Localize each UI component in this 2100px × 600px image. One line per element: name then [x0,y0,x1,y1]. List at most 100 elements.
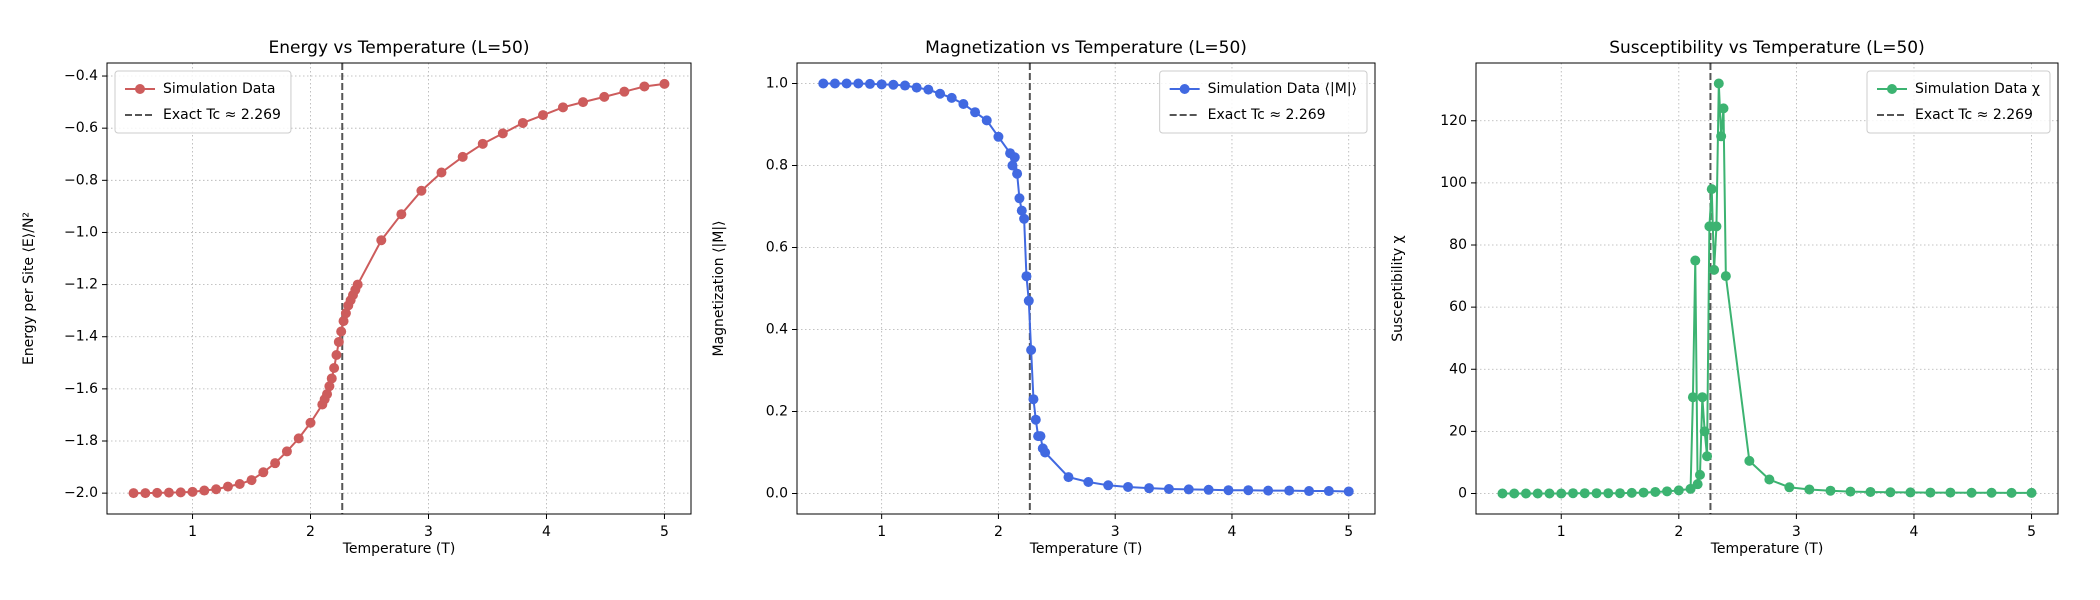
y-tick-label: −0.4 [64,68,98,84]
data-point [1012,168,1023,179]
data-point [958,99,969,109]
data-point [1925,487,1936,498]
x-tick-label: 2 [1674,524,1683,540]
data-point [1040,447,1051,458]
data-point [436,167,447,178]
y-tick-label: 80 [1449,237,1467,253]
legend-box [1159,70,1368,134]
data-point [818,78,829,89]
data-point [1009,152,1020,163]
data-point [1144,483,1155,494]
data-point [619,86,630,97]
data-point [352,279,363,290]
x-tick-label: 1 [1557,524,1566,540]
data-point [1718,103,1729,114]
data-point [1568,488,1578,499]
data-point [1579,488,1590,499]
data-point [1702,451,1713,462]
data-point [888,79,899,90]
data-point [1014,193,1025,204]
series-line [823,82,1349,493]
data-point [659,78,670,89]
data-point [900,80,911,91]
x-axis-label: Temperature (T) [1710,541,1824,557]
data-point [1711,221,1722,232]
data-point [322,389,333,400]
data-point [340,308,351,319]
data-point [336,326,347,337]
data-point [187,486,198,497]
x-axis-label: Temperature (T) [1029,541,1143,557]
legend-box [114,70,292,134]
x-tick-label: 5 [2027,524,2036,540]
data-point [1720,271,1731,282]
x-tick-label: 4 [1910,524,1919,540]
y-axis-label: Energy per Site ⟨E⟩/N² [21,212,37,365]
data-point [396,209,407,220]
data-point [211,484,222,495]
data-point [293,433,304,444]
data-point [1007,160,1018,171]
data-point [1626,487,1637,498]
data-point [333,336,344,347]
data-point [1690,255,1701,266]
y-tick-label: −1.4 [64,329,98,345]
data-point [1699,426,1710,437]
y-tick-label: 1.0 [766,76,788,92]
y-tick-label: −1.8 [64,433,98,449]
data-point [1123,481,1134,492]
axes-frame [1475,62,2059,515]
data-point [864,78,875,89]
data-point [1028,394,1039,405]
legend-marker [135,84,145,94]
data-point [1223,485,1234,496]
data-point [329,363,340,374]
axes-frame [796,62,1376,515]
data-point [1638,487,1649,498]
data-point [841,78,852,89]
data-point [1544,488,1555,499]
data-point [1865,486,1876,497]
data-point [1615,488,1626,499]
data-point [517,117,528,128]
data-point [923,84,934,95]
data-point [1035,431,1046,442]
x-tick-label: 3 [424,524,433,540]
data-point [853,78,864,89]
y-tick-label: 0.8 [766,158,788,174]
data-point [1497,488,1508,499]
y-tick-label: −0.6 [64,120,98,136]
data-point [876,79,887,90]
data-point [1520,488,1531,499]
data-point [1203,484,1214,495]
data-point [270,458,281,469]
x-tick-label: 1 [877,524,886,540]
data-point [1103,480,1114,491]
data-point [1845,486,1856,497]
data-point [1986,487,1997,498]
y-tick-label: 40 [1449,361,1467,377]
subplot: Magnetization vs Temperature (L=50) Tempe… [711,38,1376,557]
data-point [234,479,245,490]
subplot: Susceptibility vs Temperature (L=50) Temp… [1390,38,2059,557]
data-point [1304,486,1315,497]
data-point [416,185,427,196]
data-point [477,138,488,149]
data-point [1030,414,1041,425]
data-point [1591,488,1602,499]
legend-label: Exact Tc ≈ 2.269 [1208,107,1326,123]
legend-box [1866,70,2051,134]
data-point [946,92,957,103]
data-point [1704,221,1715,232]
y-tick-label: −0.8 [64,172,98,188]
y-tick-label: 0.0 [766,486,788,502]
data-point [1713,78,1724,89]
data-point [1764,474,1775,485]
legend-label: Exact Tc ≈ 2.269 [1915,107,2033,123]
data-point [993,131,1004,142]
legend: Simulation Data χ Exact Tc ≈ 2.269 [1866,70,2051,134]
x-tick-label: 3 [1111,524,1120,540]
y-tick-label: −1.6 [64,381,98,397]
data-point [1744,455,1755,466]
